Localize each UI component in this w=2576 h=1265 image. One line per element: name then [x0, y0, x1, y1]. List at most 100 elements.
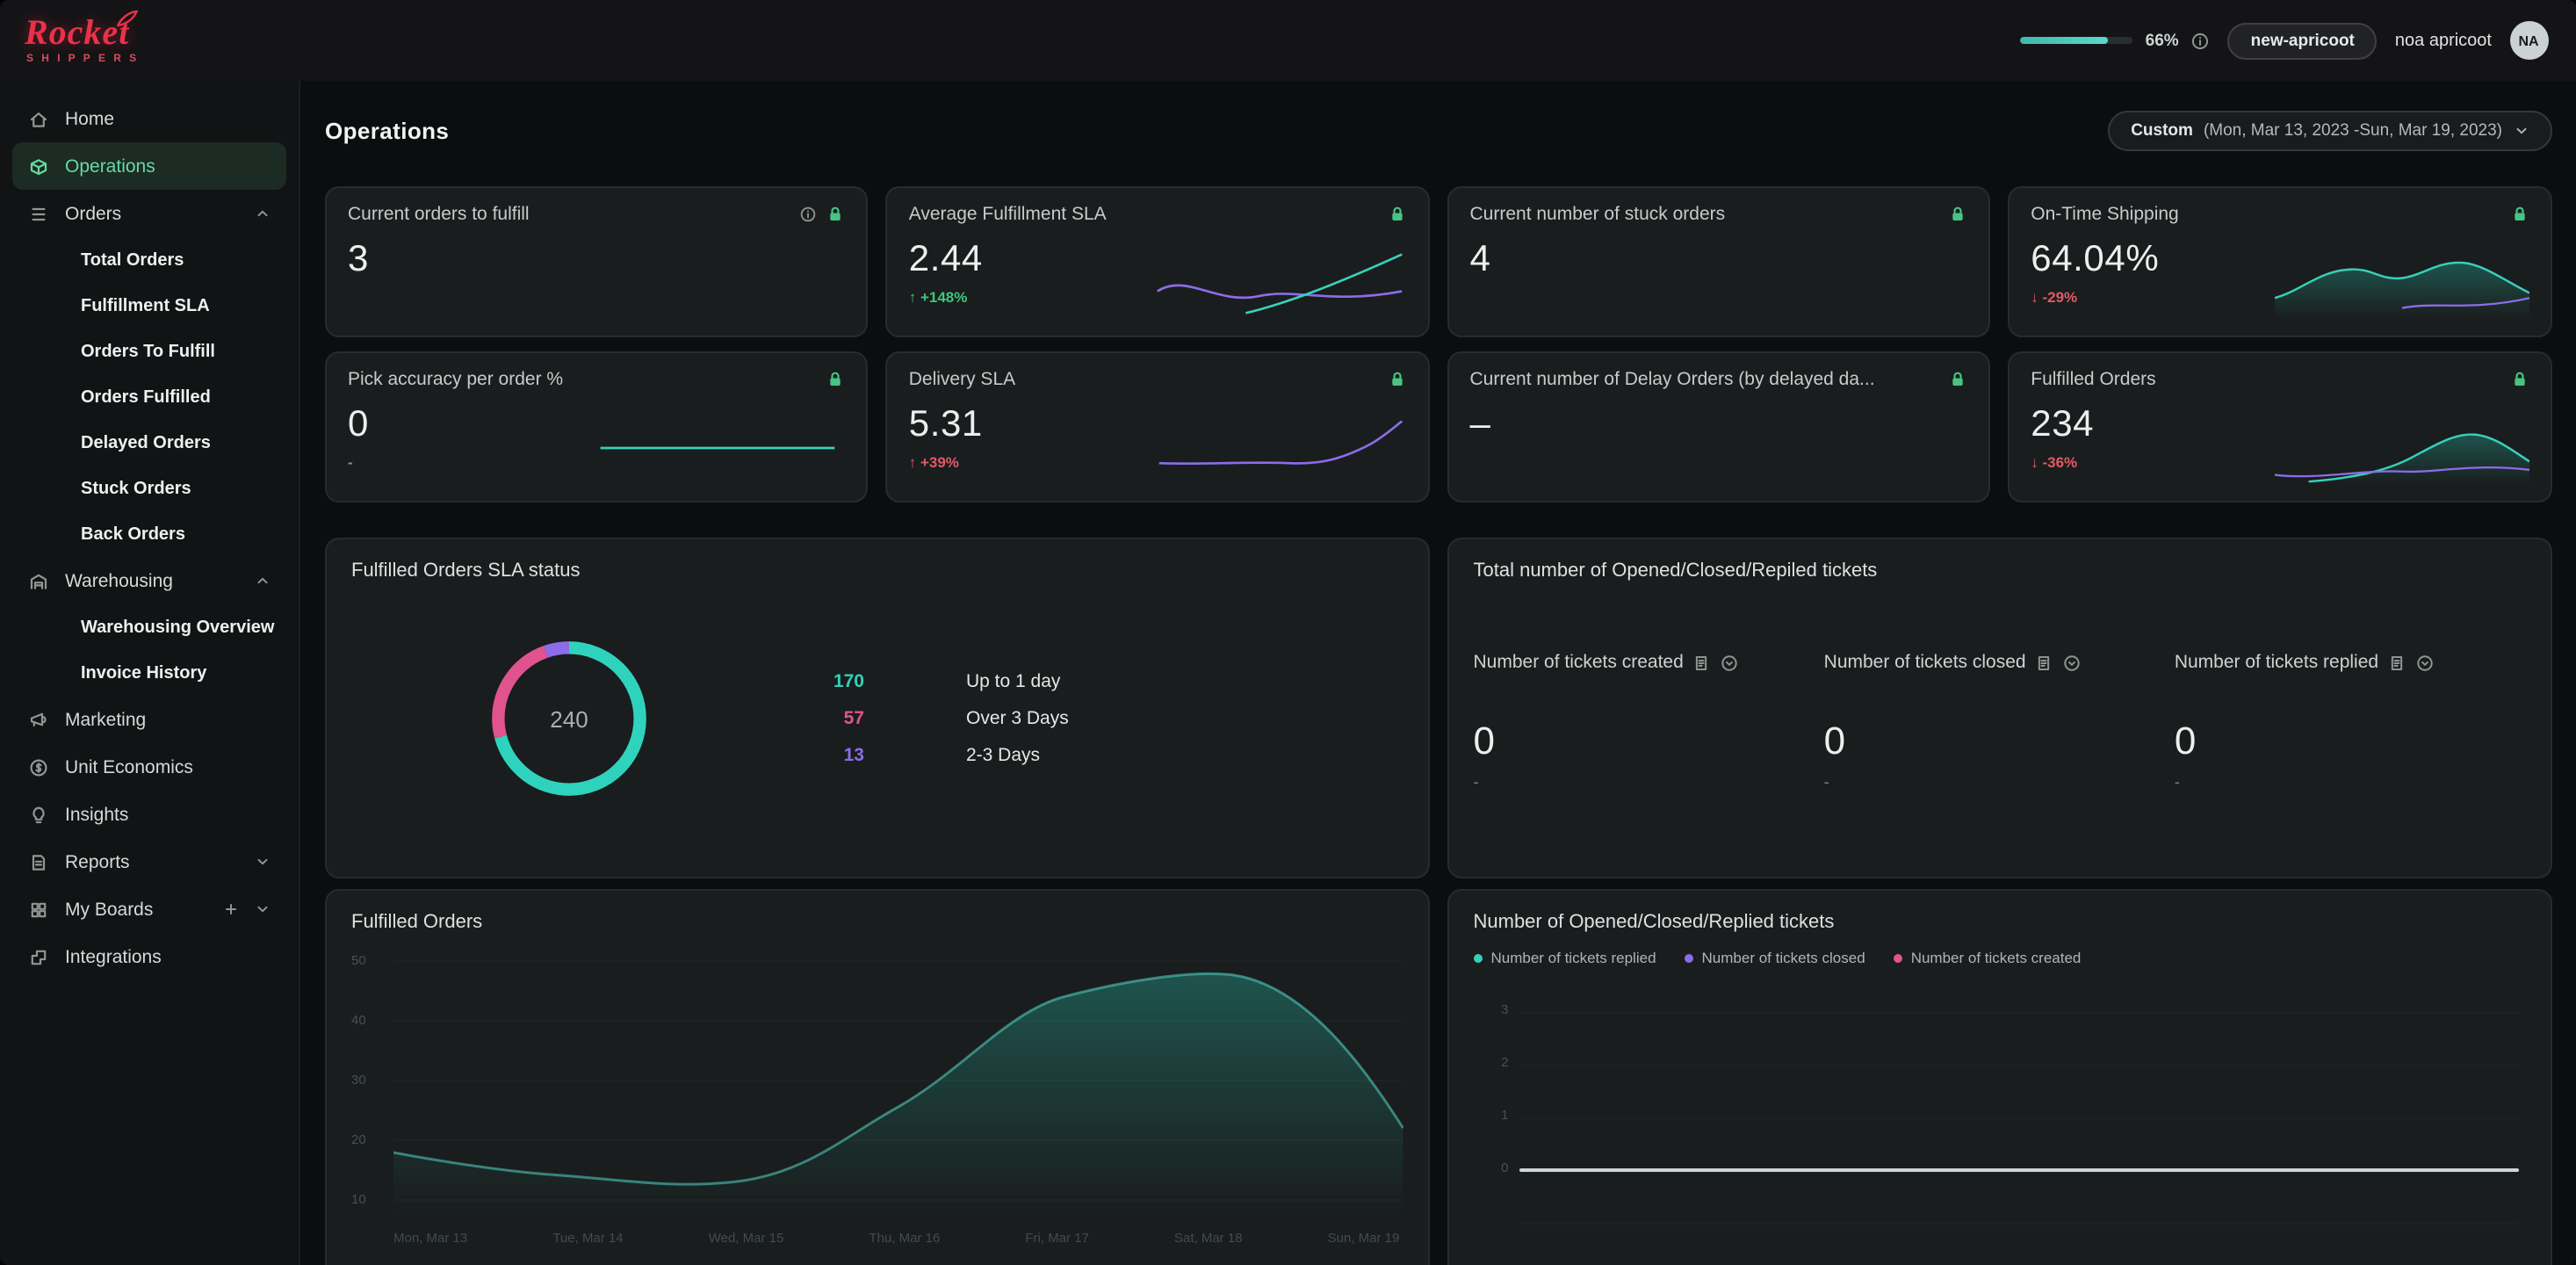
sparkline-chart: [2274, 261, 2529, 320]
kpi-delivery-sla: Delivery SLA 5.31 ↑ +39%: [885, 351, 1430, 502]
sidebar-item-operations[interactable]: Operations: [12, 142, 286, 190]
kpi-stuck-orders: Current number of stuck orders 4: [1447, 186, 1991, 337]
sidebar-item-stuck-orders[interactable]: Stuck Orders: [81, 479, 191, 498]
tickets-closed-value: 0: [1823, 719, 1846, 763]
main-content: Operations Custom (Mon, Mar 13, 2023 -Su…: [300, 81, 2576, 1265]
chevron-down-icon[interactable]: [255, 854, 271, 870]
sparkline-chart: [1158, 420, 1403, 466]
chevron-up-icon[interactable]: [255, 206, 271, 221]
card-title: Number of Opened/Closed/Replied tickets: [1473, 912, 1835, 933]
kpi-value: 3: [348, 239, 369, 280]
lock-icon: [826, 204, 846, 225]
info-icon[interactable]: [800, 206, 818, 223]
sidebar-item-orders-to-fulfill[interactable]: Orders To Fulfill: [81, 342, 215, 361]
sidebar-item-orders[interactable]: Orders: [12, 190, 286, 237]
doc-icon[interactable]: [1692, 653, 1712, 672]
sidebar-item-integrations[interactable]: Integrations: [12, 933, 286, 980]
tickets-created-value: 0: [1473, 719, 1496, 763]
sidebar-item-orders-fulfilled[interactable]: Orders Fulfilled: [81, 387, 211, 407]
sparkline-chart: [1156, 253, 1403, 314]
usage-progress-fill: [2020, 37, 2109, 44]
date-range-selector[interactable]: Custom (Mon, Mar 13, 2023 -Sun, Mar 19, …: [2108, 110, 2551, 150]
usage-meter: 66%: [2020, 31, 2211, 50]
card-title: Fulfilled Orders: [351, 912, 483, 933]
doc-icon[interactable]: [2387, 653, 2406, 672]
kpi-current-orders-to-fulfill: Current orders to fulfill 3: [325, 186, 869, 337]
logo-wordmark: Rocket: [25, 14, 130, 53]
sla-donut-chart: 240: [485, 634, 653, 803]
fulfilled-orders-area-chart: 50 40 30 20 10: [351, 952, 1403, 1212]
sidebar-item-unit-economics[interactable]: Unit Economics: [12, 743, 286, 791]
lock-icon: [1388, 204, 1407, 225]
lock-icon: [1948, 369, 1967, 390]
tickets-chart-card: Number of Opened/Closed/Replied tickets …: [1447, 889, 2551, 1265]
sidebar-item-total-orders[interactable]: Total Orders: [81, 250, 184, 270]
donut-legend: 170 Up to 1 day 57 Over 3 Days 13 2-3 Da…: [805, 671, 1069, 766]
legend-item: Number of tickets closed: [1684, 949, 1865, 966]
tickets-summary-card: Total number of Opened/Closed/Repiled ti…: [1447, 538, 2551, 878]
card-title: Fulfilled Orders SLA status: [351, 560, 581, 582]
sidebar-item-delayed-orders[interactable]: Delayed Orders: [81, 433, 211, 452]
sidebar-item-marketing[interactable]: Marketing: [12, 696, 286, 743]
sidebar: Home Operations Orders Total Orders Fulf…: [0, 81, 300, 1265]
operations-icon: [28, 155, 49, 177]
lightbulb-icon: [28, 804, 49, 825]
page-title: Operations: [325, 117, 450, 143]
legend-dot: [1893, 953, 1902, 962]
doc-icon[interactable]: [2035, 653, 2054, 672]
circle-arrow-icon[interactable]: [2415, 653, 2435, 672]
sidebar-item-insights[interactable]: Insights: [12, 791, 286, 838]
sidebar-item-back-orders[interactable]: Back Orders: [81, 524, 185, 544]
sidebar-item-fulfillment-sla[interactable]: Fulfillment SLA: [81, 296, 210, 315]
sidebar-item-invoice-history[interactable]: Invoice History: [81, 663, 207, 683]
legend-item: Number of tickets replied: [1473, 949, 1656, 966]
kpi-grid: Current orders to fulfill 3 Average Fulf…: [325, 186, 2551, 502]
orders-icon: [28, 203, 49, 224]
legend-item: 13 2-3 Days: [843, 745, 1041, 766]
plus-icon[interactable]: [223, 901, 239, 917]
kpi-value: 0: [348, 404, 369, 445]
chevron-up-icon[interactable]: [255, 573, 271, 589]
circle-arrow-icon[interactable]: [2063, 653, 2082, 672]
chevron-down-icon: [2513, 122, 2529, 138]
donut-total-label: 240: [550, 705, 588, 732]
lock-icon: [2509, 369, 2529, 390]
usage-percent-label: 66%: [2145, 31, 2179, 50]
chevron-down-icon[interactable]: [255, 901, 271, 917]
kpi-value: 234: [2031, 404, 2095, 445]
kpi-delay-orders: Current number of Delay Orders (by delay…: [1447, 351, 1991, 502]
sparkline-chart: [2274, 433, 2529, 485]
report-icon: [28, 851, 49, 872]
sidebar-item-home[interactable]: Home: [12, 95, 286, 142]
sidebar-item-warehousing-overview[interactable]: Warehousing Overview: [81, 618, 275, 637]
sidebar-item-my-boards[interactable]: My Boards: [12, 886, 286, 933]
kpi-delta: ↓ -36%: [2031, 453, 2078, 472]
tickets-replied-value: 0: [2174, 719, 2197, 763]
kpi-average-fulfillment-sla: Average Fulfillment SLA 2.44 ↑ +148%: [885, 186, 1430, 337]
user-name: noa apricoot: [2394, 31, 2492, 50]
legend-item: 57 Over 3 Days: [843, 708, 1069, 729]
sparkline-chart: [601, 446, 836, 450]
megaphone-icon: [28, 709, 49, 730]
tickets-replied-column: Number of tickets replied 0 -: [2175, 652, 2525, 791]
tickets-closed-column: Number of tickets closed 0 -: [1824, 652, 2175, 791]
logo-tagline: SHIPPERS: [26, 54, 145, 65]
fulfilled-orders-chart-card: Fulfilled Orders 50 40 30 20 10: [325, 889, 1430, 1265]
workspace-pill[interactable]: new-apricoot: [2227, 22, 2378, 59]
avatar[interactable]: NA: [2509, 21, 2548, 60]
sidebar-item-reports[interactable]: Reports: [12, 838, 286, 886]
info-icon[interactable]: [2191, 31, 2211, 50]
logo: Rocket SHIPPERS: [25, 10, 145, 65]
sla-status-card: Fulfilled Orders SLA status 240: [325, 538, 1430, 878]
sidebar-item-warehousing[interactable]: Warehousing: [12, 557, 286, 604]
home-icon: [28, 108, 49, 129]
circle-arrow-icon[interactable]: [1721, 653, 1740, 672]
lock-icon: [1948, 204, 1967, 225]
kpi-delta: ↑ +148%: [908, 288, 968, 307]
tickets-created-column: Number of tickets created 0 -: [1474, 652, 1824, 791]
boards-icon: [28, 899, 49, 920]
chart-legend: Number of tickets replied Number of tick…: [1473, 949, 2526, 966]
usage-progress-bar: [2020, 37, 2133, 44]
tickets-line-chart: 3 2 1 0: [1501, 994, 2518, 1265]
